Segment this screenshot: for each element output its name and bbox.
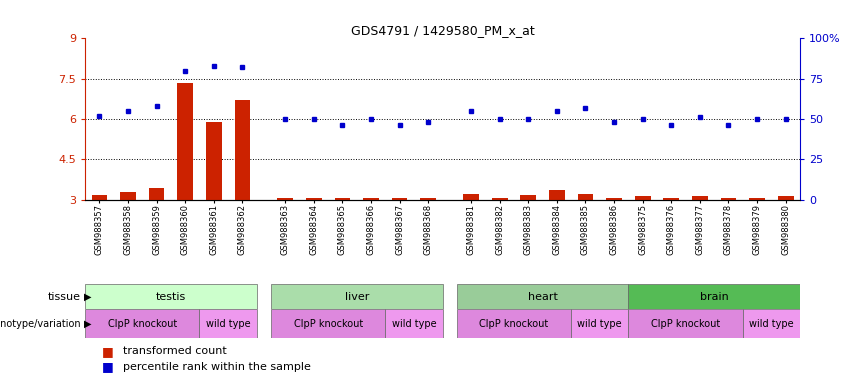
Bar — [521, 195, 536, 200]
Bar — [235, 100, 250, 200]
Bar — [578, 194, 593, 200]
Bar — [271, 284, 443, 309]
Text: heart: heart — [528, 291, 557, 302]
Bar — [628, 284, 800, 309]
Bar — [92, 195, 107, 200]
Text: brain: brain — [700, 291, 728, 302]
Text: testis: testis — [156, 291, 186, 302]
Text: wild type: wild type — [578, 318, 622, 329]
Bar — [606, 197, 622, 200]
Bar — [749, 197, 765, 200]
Text: ClpP knockout: ClpP knockout — [479, 318, 549, 329]
Text: ClpP knockout: ClpP knockout — [651, 318, 720, 329]
Bar — [743, 309, 800, 338]
Bar — [277, 197, 293, 200]
Text: liver: liver — [345, 291, 369, 302]
Text: wild type: wild type — [749, 318, 794, 329]
Bar — [177, 83, 193, 200]
Text: ■: ■ — [102, 345, 114, 358]
Bar — [85, 309, 199, 338]
Bar — [334, 197, 351, 200]
Bar — [457, 309, 571, 338]
Text: wild type: wild type — [206, 318, 250, 329]
Bar — [386, 309, 443, 338]
Text: ▶: ▶ — [84, 291, 92, 302]
Text: ■: ■ — [102, 360, 114, 373]
Text: ClpP knockout: ClpP knockout — [108, 318, 177, 329]
Title: GDS4791 / 1429580_PM_x_at: GDS4791 / 1429580_PM_x_at — [351, 24, 534, 37]
Bar — [628, 309, 743, 338]
Text: genotype/variation: genotype/variation — [0, 318, 81, 329]
Bar — [721, 197, 736, 200]
Text: tissue: tissue — [48, 291, 81, 302]
Bar — [199, 309, 257, 338]
Bar — [206, 122, 221, 200]
Bar — [492, 197, 507, 200]
Bar — [664, 197, 679, 200]
Bar — [692, 196, 708, 200]
Bar — [457, 284, 628, 309]
Text: ▶: ▶ — [84, 318, 92, 329]
Bar — [571, 309, 628, 338]
Bar — [363, 197, 379, 200]
Text: percentile rank within the sample: percentile rank within the sample — [123, 362, 311, 372]
Bar — [149, 188, 164, 200]
Bar — [778, 197, 793, 200]
Bar — [306, 197, 322, 200]
Bar — [120, 192, 136, 200]
Bar — [420, 197, 436, 200]
Bar — [549, 190, 565, 200]
Bar — [271, 309, 386, 338]
Bar — [635, 197, 650, 200]
Text: ClpP knockout: ClpP knockout — [294, 318, 363, 329]
Bar — [85, 284, 257, 309]
Text: wild type: wild type — [391, 318, 437, 329]
Bar — [463, 194, 479, 200]
Bar — [391, 197, 408, 200]
Text: transformed count: transformed count — [123, 346, 227, 356]
